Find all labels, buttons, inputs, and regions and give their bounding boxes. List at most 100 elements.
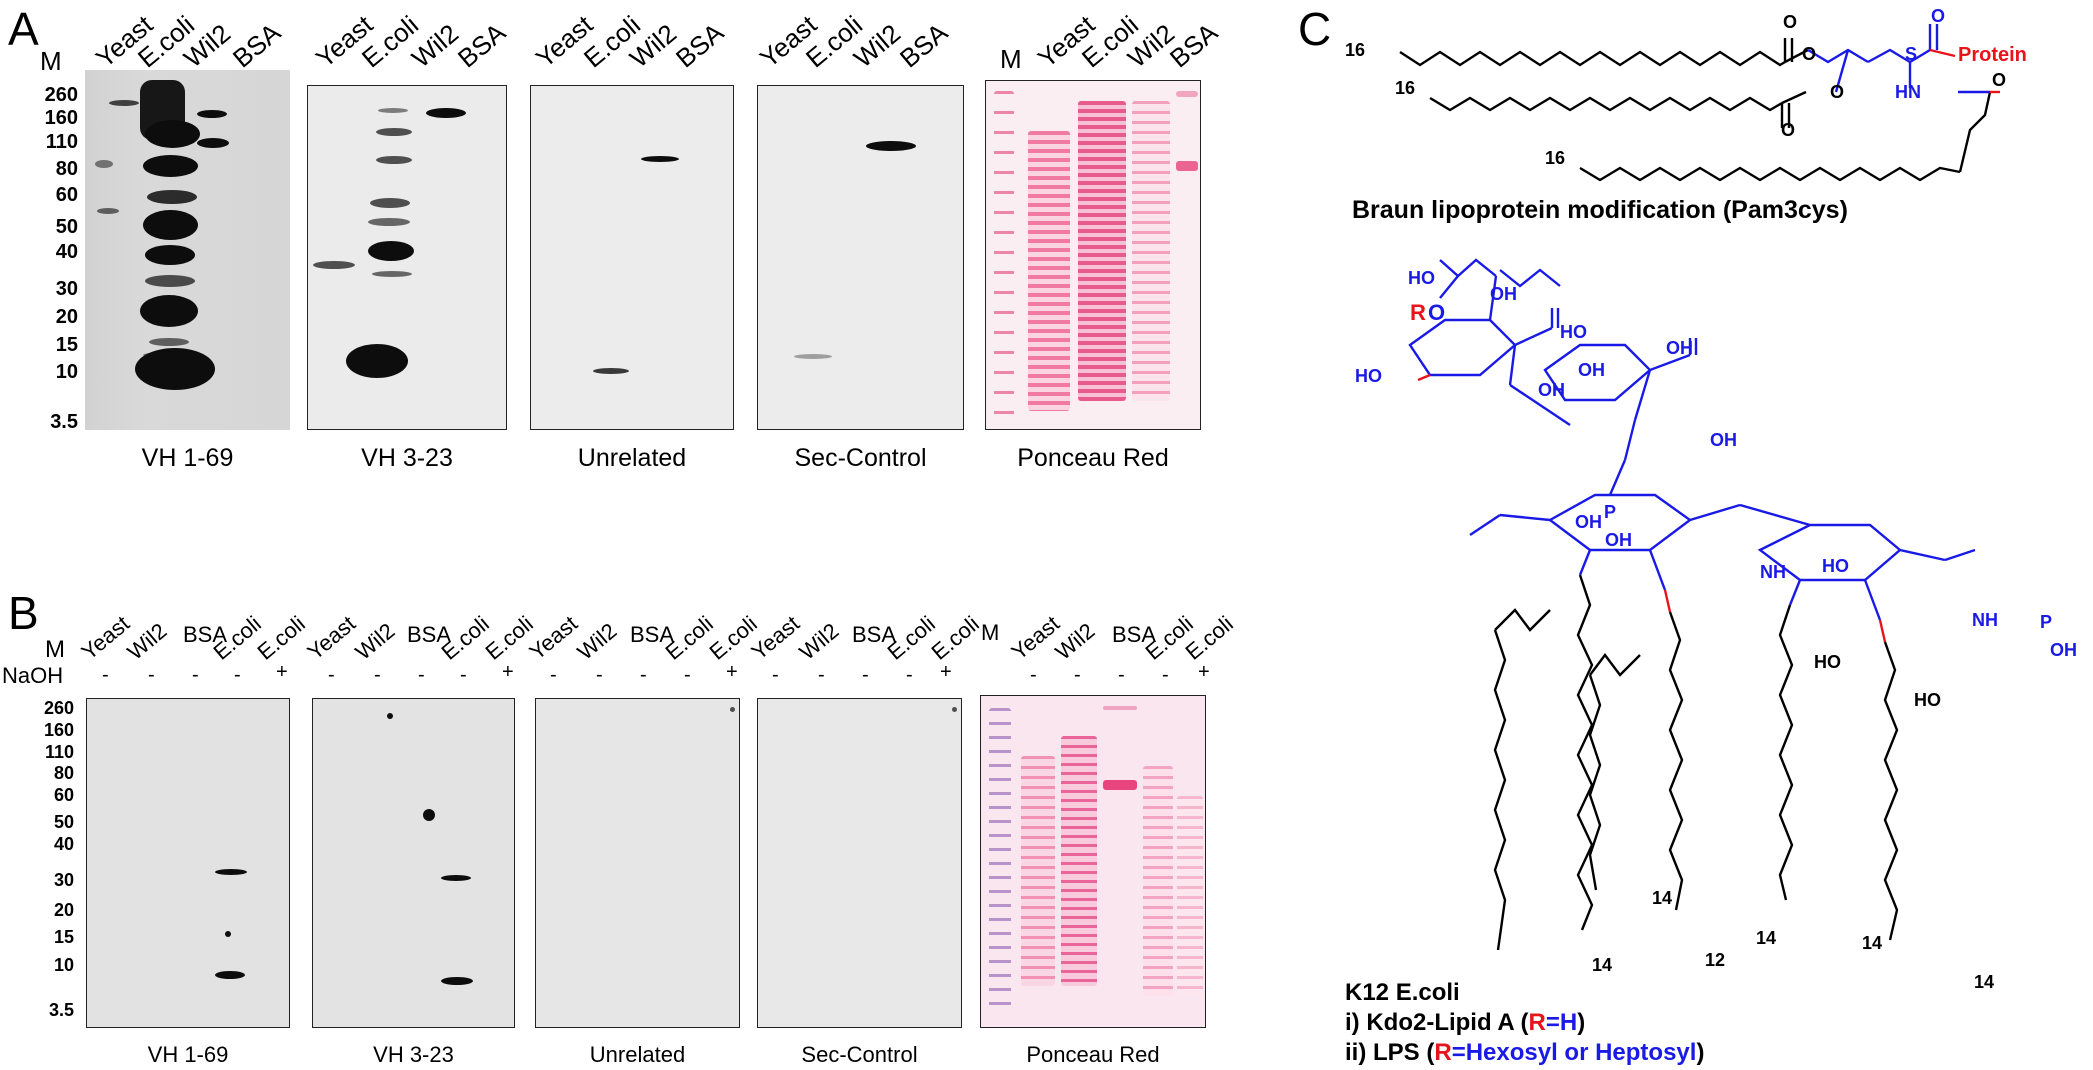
blot-b-vh169 [86, 698, 290, 1028]
naoh-sign: - [1074, 664, 1081, 686]
band [143, 155, 198, 177]
naoh-sign: - [1162, 664, 1169, 686]
mw-label: 40 [53, 834, 74, 854]
lane-header: E.coli [660, 611, 718, 665]
mw-label: 15 [55, 334, 78, 356]
atom-o: O [1428, 300, 1446, 325]
naoh-sign: - [550, 664, 557, 686]
naoh-sign: - [418, 664, 425, 686]
band [95, 160, 113, 168]
band [423, 809, 435, 821]
atom-oh: OH [1575, 512, 1602, 532]
atom-o: O [1830, 82, 1845, 102]
ponceau-lane [1143, 766, 1173, 996]
blot-caption: Unrelated [577, 444, 687, 472]
band [866, 141, 916, 151]
mw-label: 260 [44, 84, 78, 106]
naoh-sign: - [862, 664, 869, 686]
atom-oh: OH [1538, 380, 1565, 400]
panel-b-naoh-label: NaOH [2, 663, 64, 688]
caption-val: =H [1545, 1009, 1578, 1036]
atom-oh: OH [1710, 430, 1737, 450]
caption-r: R [1528, 1009, 1546, 1036]
blot-a-vh323 [307, 85, 507, 430]
band [143, 210, 198, 240]
lane-header: E.coli [882, 611, 940, 665]
ladder-lane [989, 708, 1011, 1008]
blot-caption: Sec-Control [794, 444, 927, 472]
lane-header: BSA [852, 622, 897, 647]
naoh-sign: - [374, 664, 381, 686]
naoh-sign: - [684, 664, 691, 686]
band [387, 713, 393, 719]
band [97, 208, 119, 214]
ladder-lane [994, 91, 1014, 421]
caption-text: ) [1577, 1009, 1586, 1036]
caption-text: i) Kdo2-Lipid A ( [1345, 1009, 1529, 1036]
lane-header: E.coli [926, 611, 984, 665]
band [225, 931, 231, 937]
mw-label: 10 [55, 361, 78, 383]
mw-label: 10 [53, 955, 74, 975]
band [593, 368, 629, 374]
caption-line-1: K12 E.coli [1345, 979, 1460, 1006]
atom-ho: HO [1355, 366, 1382, 386]
mw-label: 20 [53, 900, 74, 920]
blot-a-vh169 [85, 70, 290, 430]
band [140, 295, 198, 327]
ponceau-lane [1021, 756, 1055, 986]
atom-oh: OH [1490, 284, 1517, 304]
naoh-sign: - [460, 664, 467, 686]
mw-label: 80 [55, 158, 78, 180]
band [641, 156, 679, 162]
blot-a-ponceau [985, 80, 1201, 430]
band [215, 971, 245, 979]
blot-b-ponceau [980, 695, 1206, 1028]
kdo2-lipid-a-structure [1408, 258, 1976, 950]
blot-b-vh323 [312, 698, 515, 1028]
lane-header: BSA [183, 622, 228, 647]
atom-oh: OH [1666, 338, 1693, 358]
atom-o: O [1931, 6, 1946, 26]
lane-header: Yeast [76, 610, 135, 665]
ponceau-lane [1078, 101, 1126, 401]
lane-header: Yeast [746, 610, 805, 665]
caption-r: R [1434, 1039, 1452, 1066]
band [147, 190, 197, 204]
caption-line-2: i) Kdo2-Lipid A (R=H) [1345, 1008, 1704, 1038]
blot-caption: Ponceau Red [1026, 1042, 1160, 1067]
band [368, 241, 414, 261]
mw-label: 60 [53, 785, 74, 805]
lane-header: BSA [452, 17, 512, 74]
naoh-sign: - [596, 664, 603, 686]
naoh-sign: + [502, 661, 514, 683]
band [376, 156, 412, 164]
lane-header: E.coli [480, 611, 538, 665]
ponceau-lane [1176, 91, 1198, 97]
band [135, 348, 215, 390]
atom-o: O [1992, 70, 2007, 90]
atom-nh: HN [1895, 82, 1921, 102]
atom-oh: OH [2050, 640, 2077, 660]
caption-val: =Hexosyl or Heptosyl [1451, 1039, 1697, 1066]
band [145, 275, 195, 287]
band [197, 138, 229, 148]
pam3cys-chain-length: 16 [1345, 40, 1366, 60]
band [426, 108, 466, 118]
lane-header: Yeast [524, 610, 583, 665]
naoh-sign: - [328, 664, 335, 686]
atom-ho: HO [1914, 690, 1941, 710]
atom-ho: HO [1560, 322, 1587, 342]
blot-caption: VH 1-69 [141, 444, 234, 472]
lane-header: BSA [630, 622, 675, 647]
atom-nh: NH [1972, 610, 1998, 630]
panel-b-marker-label: M [45, 636, 65, 663]
mw-label: 30 [55, 278, 78, 300]
band [215, 869, 247, 875]
blot-a-unrelated [530, 85, 734, 430]
naoh-sign: - [192, 664, 199, 686]
panel-b-letter: B [8, 587, 39, 639]
lipid-chain-length: 12 [1705, 950, 1726, 970]
lane-header: E.coli [436, 611, 494, 665]
naoh-sign: - [102, 664, 109, 686]
